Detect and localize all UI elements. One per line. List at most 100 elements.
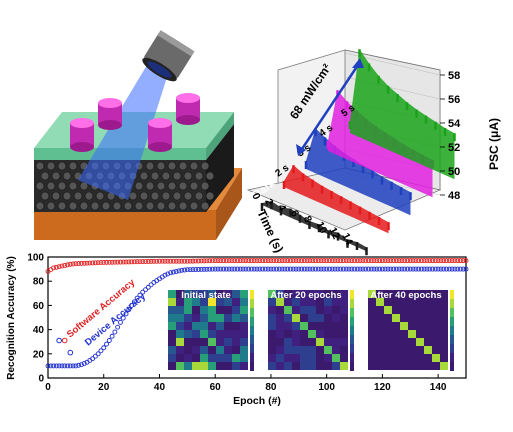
matrix-cell: [392, 362, 400, 370]
matrix-cell: [276, 314, 284, 322]
power-arrow-head-top: [352, 58, 364, 68]
accuracy-point: [446, 258, 452, 264]
matrix-cell: [316, 290, 324, 298]
matrix-cell: [292, 306, 300, 314]
accuracy-point: [385, 258, 391, 264]
accuracy-point: [62, 363, 68, 369]
matrix-cell: [224, 362, 232, 370]
accuracy-point: [78, 260, 84, 266]
matrix-cell: [384, 354, 392, 362]
matrix-cell: [208, 306, 216, 314]
matrix-cell: [224, 298, 232, 306]
accuracy-point: [413, 258, 419, 264]
matrix-cell: [416, 354, 424, 362]
matrix-cell: [416, 306, 424, 314]
matrix-cell: [400, 322, 408, 330]
inset-title: After 20 epochs: [270, 290, 341, 301]
colorbar-segment: [250, 308, 254, 317]
accuracy-point: [271, 258, 277, 264]
accuracy-point: [338, 266, 344, 272]
accuracy-point: [265, 266, 271, 272]
accuracy-point: [265, 258, 271, 264]
matrix-cell: [400, 362, 408, 370]
matrix-cell: [168, 354, 176, 362]
accuracy-point: [246, 266, 252, 272]
accuracy-point: [148, 282, 154, 288]
accuracy-point: [396, 258, 402, 264]
accuracy-point: [165, 258, 171, 264]
accuracy-point: [81, 361, 87, 366]
matrix-cell: [240, 290, 248, 298]
matrix-cell: [200, 346, 208, 354]
accuracy-point: [382, 258, 388, 264]
matrix-cell: [268, 306, 276, 314]
matrix-cell: [268, 354, 276, 362]
accuracy-point: [435, 258, 441, 264]
accuracy-point: [56, 363, 62, 369]
series-ribbon: [350, 49, 455, 180]
accuracy-point: [187, 258, 193, 264]
matrix-cell: [292, 298, 300, 306]
matrix-cell: [292, 322, 300, 330]
matrix-cell: [324, 330, 332, 338]
matrix-cell: [240, 338, 248, 346]
nanoparticle: [189, 181, 199, 191]
accuracy-point: [137, 292, 143, 298]
accuracy-point: [435, 266, 441, 272]
accuracy-point: [282, 258, 288, 264]
accuracy-point: [352, 266, 357, 272]
accuracy-point: [209, 266, 215, 272]
accuracy-point: [402, 266, 408, 272]
accuracy-point: [366, 258, 371, 264]
matrix-cell: [168, 298, 176, 306]
accuracy-point: [204, 266, 210, 272]
matrix-cell: [216, 338, 224, 346]
matrix-cell: [192, 354, 200, 362]
matrix-cell: [284, 346, 292, 354]
confusion-matrix-insets: Initial state After 20 epochs After 40 epo…: [166, 288, 454, 372]
accuracy-point: [452, 258, 458, 264]
y-tick-label: 40: [33, 325, 45, 336]
accuracy-point: [444, 266, 449, 272]
matrix-cell: [292, 346, 300, 354]
accuracy-point: [229, 266, 235, 272]
matrix-cell: [232, 298, 240, 306]
matrix-cell: [416, 330, 424, 338]
accuracy-point: [349, 258, 355, 264]
matrix-cell: [308, 306, 316, 314]
accuracy-point: [232, 258, 238, 264]
colorbar-segment: [450, 353, 454, 362]
matrix-cell: [232, 338, 240, 346]
accuracy-point: [207, 258, 213, 264]
accuracy-point: [357, 258, 363, 264]
accuracy-point: [109, 259, 115, 265]
matrix-cell: [284, 338, 292, 346]
accuracy-point: [349, 266, 355, 272]
y-tick-label: 100: [27, 253, 44, 264]
series-ribbon: [284, 165, 389, 234]
matrix-cell: [208, 330, 216, 338]
accuracy-point: [446, 266, 452, 272]
matrix-cell: [376, 346, 384, 354]
matrix-cell: [308, 322, 316, 330]
matrix-cell: [284, 362, 292, 370]
electrode: [70, 118, 94, 152]
matrix-cell: [208, 346, 216, 354]
accuracy-point: [374, 258, 380, 264]
light-source: [142, 30, 195, 82]
matrix-cell: [176, 290, 184, 298]
nanoparticle: [150, 171, 160, 181]
time-tick-label: 10: [314, 220, 330, 236]
accuracy-point: [416, 258, 422, 264]
colorbar-segment: [450, 335, 454, 344]
accuracy-point: [109, 333, 115, 339]
accuracy-point: [162, 258, 168, 264]
matrix-cell: [376, 354, 384, 362]
matrix-cell: [324, 314, 332, 322]
accuracy-point: [78, 362, 84, 368]
matrix-cell: [216, 298, 224, 306]
matrix-cell: [332, 330, 340, 338]
matrix-cell: [200, 322, 208, 330]
matrix-cell: [292, 290, 300, 298]
